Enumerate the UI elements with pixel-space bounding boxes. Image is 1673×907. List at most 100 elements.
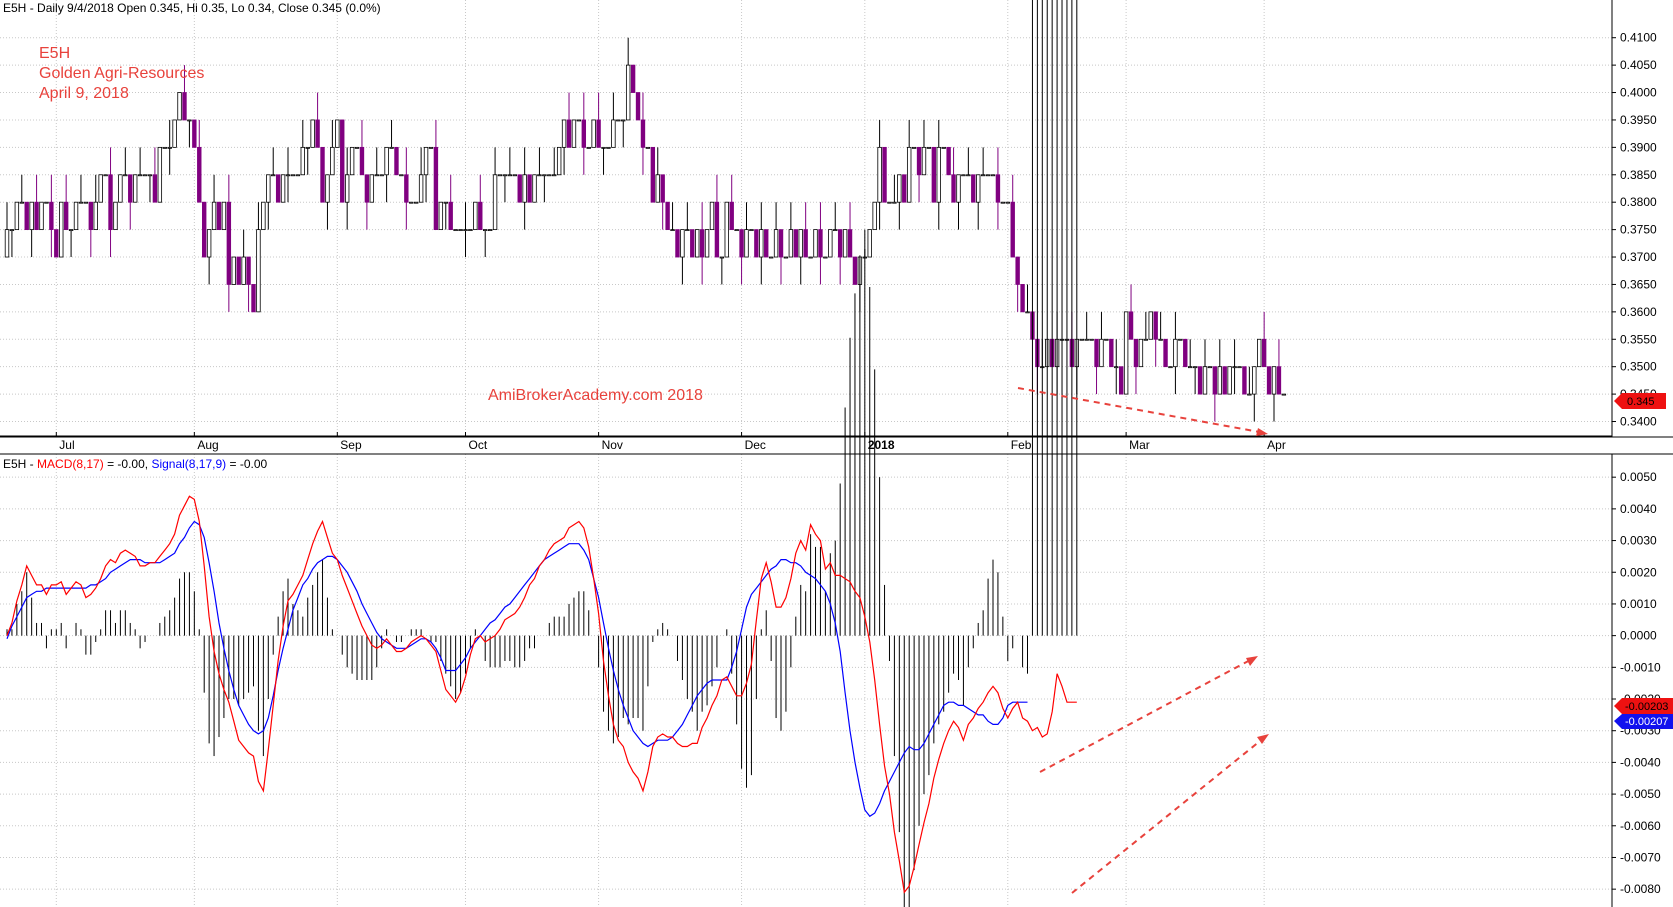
price-candle [1123,311,1129,395]
candle-body [635,92,641,121]
price-candle [63,174,69,231]
price-candle [882,146,887,203]
candle-body [83,201,89,204]
price-candle [231,256,236,285]
price-candle [793,229,798,258]
candle-body [1232,366,1237,369]
candle-body [719,256,725,259]
price-badge-shape [1614,393,1666,409]
candle-body [1128,311,1134,340]
candle-body [601,146,606,149]
candle-body [128,174,133,203]
price-candle [941,146,946,149]
candle-body [374,174,379,177]
price-candle [374,147,379,177]
macd-up-trendline-lower [1071,736,1266,894]
price-candle [956,174,961,230]
candle-body [147,174,153,177]
candle-body [877,146,882,203]
price-candle [798,229,803,285]
price-candle [1192,366,1198,395]
price-candle [216,201,222,231]
candle-body [926,146,932,149]
candle-body [256,229,261,313]
price-candle [818,202,823,285]
price-candle [1197,366,1203,395]
price-candle [892,174,897,204]
price-tick-label: 0.3600 [1620,305,1657,319]
price-candle [1163,338,1168,368]
x-tick-label: Mar [1129,438,1150,452]
price-candle [936,119,941,230]
price-candle [709,201,715,231]
candle-body [1252,366,1257,395]
candle-body [532,174,537,203]
price-candle [1261,311,1267,368]
price-candle [561,119,567,175]
macd-header-symbol: E5H - [3,457,34,471]
price-tick-label: 0.4100 [1620,31,1657,45]
macd-tick-label: 0.0010 [1620,597,1657,611]
price-candle [83,201,89,204]
candle-body [24,201,29,231]
price-candle [803,202,808,258]
candle-body [1138,338,1144,368]
candle-body [561,119,567,148]
price-candle [172,119,177,148]
candle-body [428,146,434,149]
candle-body [1163,338,1168,368]
candle-body [1153,311,1158,340]
candle-body [1281,393,1287,396]
candle-body [433,146,439,231]
price-candle [197,119,202,203]
candle-body [236,256,241,285]
price-candle [571,119,577,148]
price-tick-label: 0.4000 [1620,86,1657,100]
candle-body [162,146,167,149]
price-candle [852,256,858,285]
candle-body [88,201,94,231]
candle-body [364,174,370,203]
price-candle [537,147,542,177]
price-candle [458,229,463,232]
candle-body [734,229,739,232]
candle-body [152,174,158,203]
price-candle [542,174,547,203]
candle-body [522,174,527,203]
candle-body [359,146,365,176]
x-tick-label: Apr [1267,438,1286,452]
macd-tick-label: -0.0050 [1620,787,1661,801]
candle-body [1079,338,1084,341]
candle-body [990,174,996,177]
price-candle [261,201,266,231]
signal-badge-shape [1614,714,1673,729]
candle-body [537,174,542,177]
candle-body [616,119,621,122]
price-candle [492,147,498,231]
price-candle [714,174,720,258]
price-candle [19,174,24,204]
candle-body [813,229,818,258]
price-candle [167,119,172,175]
price-candle [1207,366,1213,369]
price-candle [478,174,483,231]
price-candle [487,229,493,232]
price-candle [887,201,892,204]
price-candle [773,202,779,258]
price-candle [877,119,882,230]
price-candle [1212,366,1218,422]
candle-body [1188,366,1193,369]
candle-body [172,119,177,148]
price-candle [625,37,631,121]
price-candle [650,146,656,203]
price-candle [137,147,143,177]
price-candle [497,174,503,177]
candle-body [724,201,729,258]
candle-body [823,256,828,259]
candle-body [911,146,917,149]
signal-badge-text: -0.00207 [1625,716,1668,728]
candle-body [132,174,138,203]
candle-body [596,119,601,148]
price-candle [335,119,340,148]
price-candle [823,256,828,259]
